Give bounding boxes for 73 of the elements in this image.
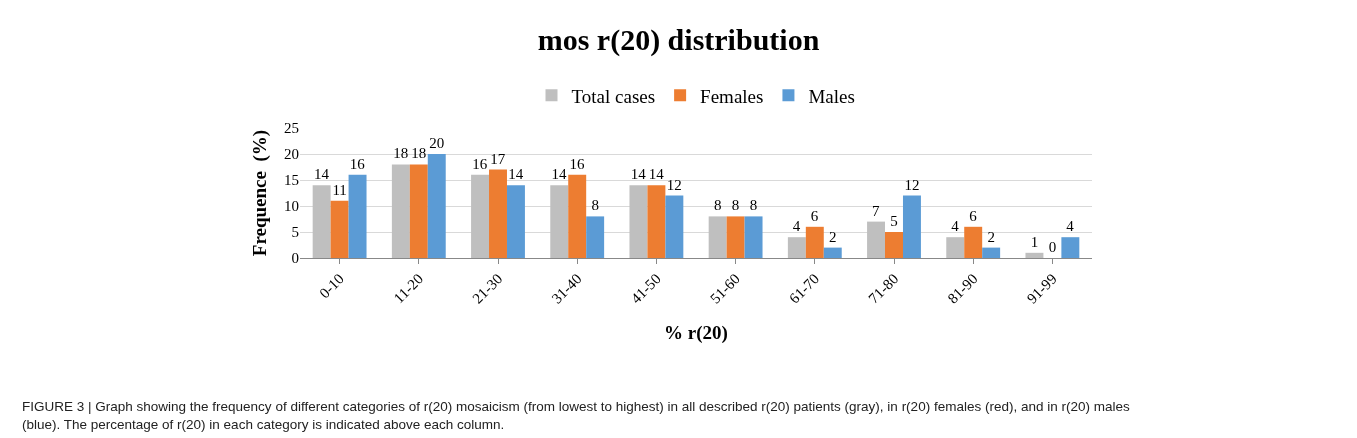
bar: [982, 247, 1001, 258]
data-label: 16: [569, 155, 585, 172]
bar: [823, 247, 842, 258]
chart-title: mos r(20) distribution: [537, 22, 820, 57]
bar: [946, 237, 965, 258]
legend-label: Total cases: [571, 85, 656, 107]
bar: [867, 221, 886, 258]
data-label: 6: [810, 207, 819, 224]
data-label: 14: [508, 166, 524, 183]
data-label: 2: [987, 228, 995, 245]
data-label: 4: [951, 218, 960, 235]
bar: [885, 232, 903, 258]
data-label: 4: [792, 218, 801, 235]
data-label: 7: [872, 202, 881, 219]
bar: [726, 216, 745, 258]
data-label: 8: [591, 197, 599, 214]
bar: [1025, 252, 1044, 258]
bar: [964, 226, 983, 258]
data-label: 12: [904, 176, 920, 193]
data-label: 12: [666, 176, 682, 193]
y-tick-label: 5: [291, 224, 299, 241]
data-label: 16: [349, 155, 366, 172]
bar: [787, 237, 806, 258]
y-tick-label: 20: [284, 146, 299, 163]
data-label: 6: [969, 207, 978, 224]
data-label: 0: [1048, 239, 1057, 255]
data-label: 18: [411, 145, 427, 162]
bar: [330, 200, 349, 258]
data-label: 2: [829, 228, 837, 245]
bar: [427, 154, 446, 258]
data-label: 14: [313, 166, 330, 183]
y-tick-label: 0: [291, 250, 299, 267]
data-label: 8: [731, 197, 740, 214]
bar: [471, 174, 490, 258]
data-label: 14: [551, 166, 567, 183]
x-tick-label: 0-10: [316, 270, 348, 302]
data-label: 8: [713, 197, 722, 214]
y-axis-title: Frequence (%): [248, 129, 271, 257]
caption: FIGURE 3 | Graph showing the frequency of different categories of r(20) mosaicism (from lowest to highest) in all described r(20) patients (gray), in r(20) females (red), and in r(20) males (blue). The percentage of r(20) in each category is indicated above each column.: [22, 399, 1130, 432]
data-label: 4: [1066, 218, 1075, 235]
bar: [409, 164, 428, 258]
data-label: 18: [393, 145, 409, 162]
bar: [665, 195, 684, 258]
bar: [550, 185, 569, 258]
bar: [489, 169, 507, 258]
data-label: 14: [630, 166, 647, 183]
bar: [629, 185, 648, 258]
legend-label: Females: [700, 85, 764, 107]
y-tick-label: 25: [284, 120, 299, 137]
data-label: 20: [429, 135, 445, 151]
bar: [586, 216, 605, 258]
data-label: 8: [749, 197, 758, 214]
legend-label: Males: [808, 85, 855, 107]
data-label: 1: [1030, 233, 1039, 250]
bar: [902, 195, 921, 258]
y-tick-label: 10: [284, 198, 299, 215]
data-label: 11: [332, 181, 347, 198]
data-label: 5: [890, 213, 898, 229]
bar: [744, 216, 763, 258]
x-axis-title: % r(20): [664, 322, 728, 345]
bar: [312, 185, 331, 258]
bar: [805, 226, 824, 258]
bar: [708, 216, 727, 258]
data-label: 16: [472, 155, 488, 172]
data-label: 14: [648, 166, 665, 183]
bar: [506, 185, 525, 258]
bar: [391, 164, 410, 258]
bar: [1061, 237, 1080, 258]
bar: [348, 174, 367, 258]
y-tick-label: 15: [284, 172, 299, 189]
bar: [568, 174, 587, 258]
bar: [647, 185, 666, 258]
data-label: 17: [490, 150, 506, 167]
